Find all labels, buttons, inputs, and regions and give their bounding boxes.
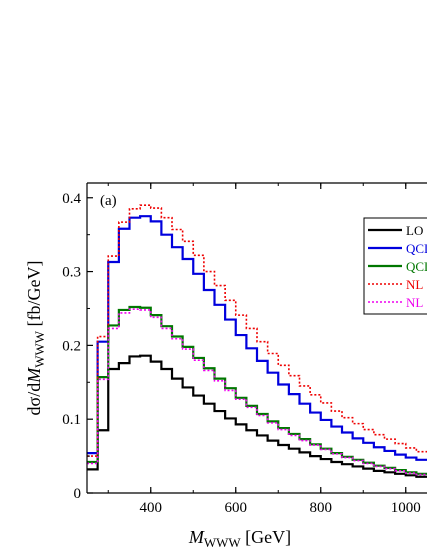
y-tick-label-3: 0.2 — [62, 338, 81, 354]
x-tick-label-3: 800 — [310, 500, 333, 516]
legend-label-nl-5: NL — [406, 295, 423, 310]
series-line-nl-5 — [87, 308, 427, 476]
legend-label-lo-1: LO — [406, 223, 423, 238]
series-line-nl-4 — [87, 204, 427, 457]
x-axis-title-sub: WWW — [204, 535, 242, 550]
panel-label: (a) — [100, 193, 117, 209]
x-tick-label-2: 600 — [225, 500, 248, 516]
axes-layer: 400 600 800 1000 0 0.1 0.2 0.3 0.4 — [62, 182, 427, 516]
legend-label-qcd-3: QCD — [406, 259, 427, 274]
legend: LO QCD QCD NL NL — [363, 217, 427, 315]
x-tick-label-4: 1000 — [391, 500, 421, 516]
series-line-lo-1 — [87, 354, 427, 478]
y-tick-label-4: 0.3 — [62, 265, 81, 281]
y-axis-title-unit: [fb/GeV] — [24, 260, 44, 330]
y-axis-title: dσ/dMWWW [fb/GeV] — [24, 260, 47, 415]
x-tick-label-1: 400 — [140, 500, 163, 516]
y-axis-title-pre: dσ/d — [24, 383, 44, 416]
y-tick-label-5: 0.4 — [62, 191, 81, 207]
legend-label-qcd-2: QCD — [406, 241, 427, 256]
series-layer — [87, 204, 427, 478]
x-axis-title-main: M — [188, 527, 205, 547]
x-axis-title: MWWW [GeV] — [188, 527, 291, 550]
legend-label-nl-4: NL — [406, 277, 423, 292]
y-axis-title-main: M — [24, 367, 44, 384]
y-tick-label-1: 0 — [74, 486, 82, 502]
x-axis-title-unit: [GeV] — [241, 527, 291, 547]
y-tick-label-2: 0.1 — [62, 412, 81, 428]
series-line-qcd-2 — [87, 215, 427, 461]
series-line-qcd-3 — [87, 305, 427, 475]
y-axis-title-sub: WWW — [32, 330, 47, 368]
